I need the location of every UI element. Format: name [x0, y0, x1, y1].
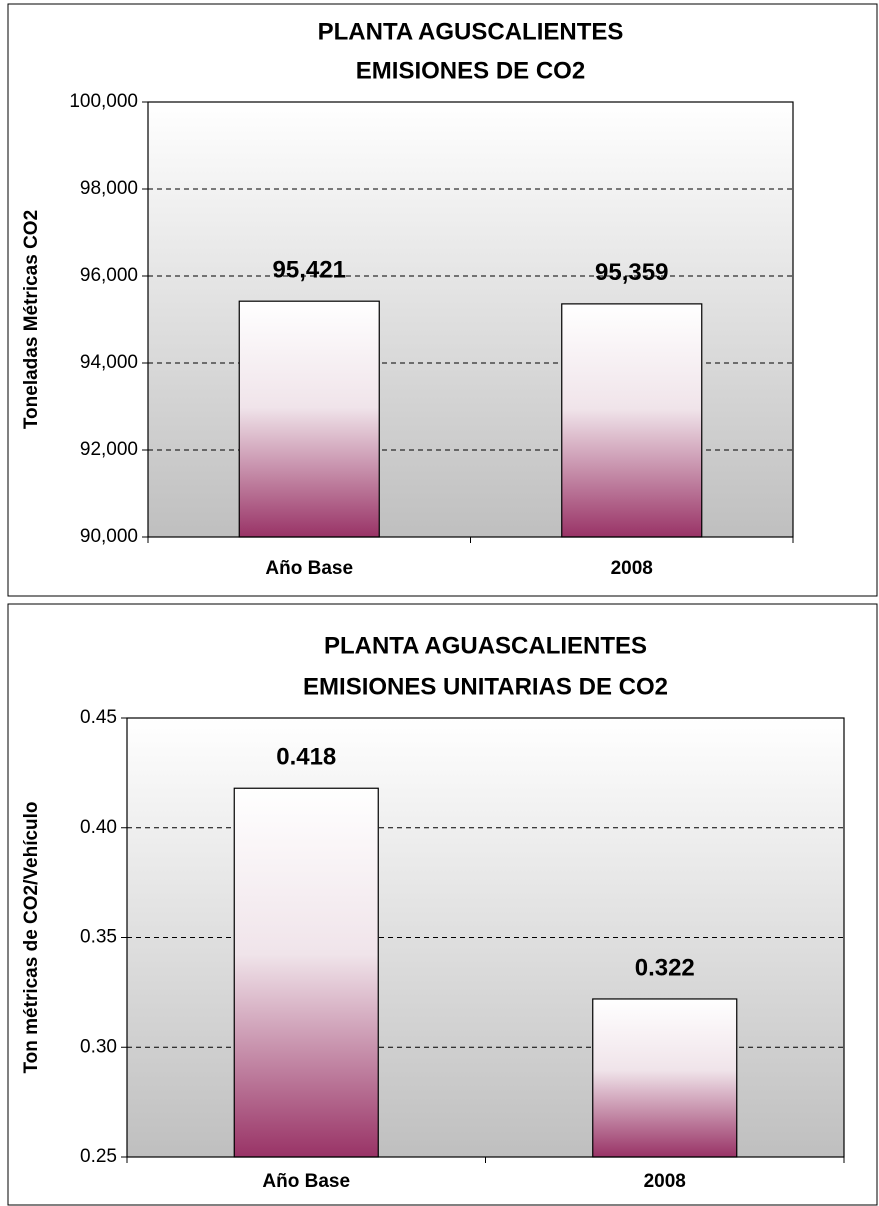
- bar: [238, 300, 380, 538]
- chart-title: PLANTA AGUASCALIENTES: [324, 632, 647, 659]
- x-tick-label: Año Base: [262, 1171, 350, 1192]
- bar: [233, 787, 379, 1158]
- x-tick-label: Año Base: [265, 558, 353, 579]
- value-label: 0.322: [635, 954, 695, 981]
- y-tick-label: 0.40: [80, 817, 117, 838]
- value-label: 95,421: [273, 257, 346, 284]
- y-tick-label: 0.25: [80, 1146, 117, 1167]
- y-tick-label: 94,000: [80, 352, 138, 373]
- y-tick-label: 96,000: [80, 265, 138, 286]
- y-tick-label: 0.35: [80, 927, 117, 948]
- chart: PLANTA AGUSCALIENTES EMISIONES DE CO2 90,0…: [7, 3, 878, 597]
- y-axis-label: Toneladas Métricas CO2: [21, 210, 42, 429]
- bar: [561, 303, 703, 538]
- y-tick-label: 92,000: [80, 439, 138, 460]
- value-label: 95,359: [595, 259, 668, 286]
- x-tick-label: 2008: [611, 558, 653, 579]
- plot-border: [147, 101, 794, 538]
- x-tick-label: 2008: [644, 1171, 686, 1192]
- value-label: 0.418: [276, 744, 336, 771]
- plot-border: [126, 717, 845, 1158]
- y-tick-label: 98,000: [80, 178, 138, 199]
- bar: [592, 998, 738, 1158]
- y-tick-label: 0.30: [80, 1036, 117, 1057]
- chart-title: PLANTA AGUSCALIENTES: [318, 18, 624, 45]
- y-axis-label: Ton métricas de CO2/Vehículo: [21, 801, 42, 1073]
- chart-title: EMISIONES UNITARIAS DE CO2: [303, 673, 668, 700]
- y-tick-label: 100,000: [69, 91, 138, 112]
- chart-title: EMISIONES DE CO2: [356, 57, 585, 84]
- y-tick-label: 90,000: [80, 526, 138, 547]
- y-tick-label: 0.45: [80, 707, 117, 728]
- chart: PLANTA AGUASCALIENTES EMISIONES UNITARIAS…: [7, 603, 878, 1206]
